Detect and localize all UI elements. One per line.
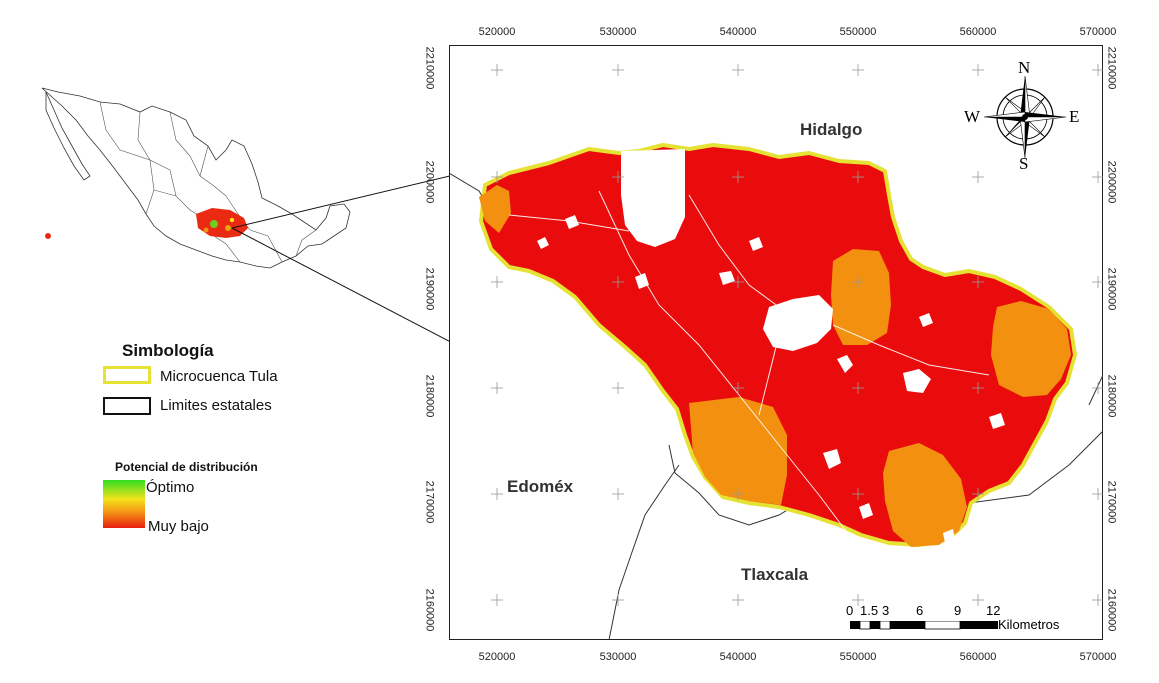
- distribution-legend-title: Potencial de distribución: [115, 460, 258, 474]
- legend-swatch-limites: [103, 397, 151, 415]
- bottom-tick: 570000: [1079, 651, 1117, 663]
- compass-star-icon: [983, 75, 1067, 159]
- left-tick: 2190000: [423, 267, 436, 311]
- state-label-tlaxcala: Tlaxcala: [741, 565, 809, 584]
- bottom-tick: 540000: [719, 651, 757, 663]
- graticule-crosses: [491, 64, 1103, 606]
- state-label-hidalgo: Hidalgo: [800, 120, 863, 139]
- bottom-tick: 560000: [959, 651, 997, 663]
- scale-label: 6: [916, 603, 924, 618]
- compass-west: W: [964, 107, 981, 126]
- top-tick: 570000: [1079, 26, 1117, 38]
- scale-label: 3: [882, 603, 890, 618]
- baja-california-outline: [45, 91, 91, 181]
- scale-label: 1.5: [860, 603, 879, 618]
- right-tick: 2190000: [1105, 267, 1118, 311]
- bottom-tick: 530000: [599, 651, 637, 663]
- compass-north: N: [1018, 58, 1031, 77]
- left-tick: 2170000: [423, 480, 436, 524]
- inset-distribution-patch: [45, 208, 248, 239]
- scale-bar: 0 1.5 3 6 9 12 Kilometros: [840, 603, 1080, 633]
- legend-swatch-microcuenca: [103, 366, 151, 384]
- right-tick: 2200000: [1105, 160, 1118, 204]
- compass-east: E: [1069, 107, 1080, 126]
- top-tick: 560000: [959, 26, 997, 38]
- right-tick: 2210000: [1105, 46, 1118, 90]
- compass-south: S: [1019, 154, 1029, 173]
- top-tick: 550000: [839, 26, 877, 38]
- left-tick: 2180000: [423, 374, 436, 418]
- top-tick: 540000: [719, 26, 757, 38]
- distribution-label-muy-bajo: Muy bajo: [148, 518, 209, 535]
- top-tick: 520000: [478, 26, 516, 38]
- bottom-tick: 520000: [478, 651, 516, 663]
- legend-label-microcuenca: Microcuenca Tula: [160, 368, 278, 385]
- scale-label: 0: [846, 603, 854, 618]
- mexico-outline: [41, 87, 351, 269]
- scale-label: 9: [954, 603, 962, 618]
- right-tick: 2160000: [1105, 588, 1118, 632]
- main-map-graphics: [449, 64, 1103, 640]
- state-label-edomex: Edoméx: [507, 477, 574, 496]
- left-tick: 2200000: [423, 160, 436, 204]
- scale-label: 12: [986, 603, 1001, 618]
- top-tick: 530000: [599, 26, 637, 38]
- legend-label-limites: Limites estatales: [160, 397, 272, 414]
- distribution-gradient-swatch: [103, 480, 145, 528]
- left-tick: 2160000: [423, 588, 436, 632]
- scale-unit: Kilometros: [998, 617, 1060, 632]
- left-tick: 2210000: [423, 46, 436, 90]
- urban-areas: [537, 215, 1005, 543]
- roads: [508, 190, 990, 536]
- right-tick: 2170000: [1105, 480, 1118, 524]
- scale-bar-graphic: [850, 621, 998, 630]
- right-tick: 2180000: [1105, 374, 1118, 418]
- basin-notch-gap: [621, 149, 685, 247]
- legend-title: Simbología: [122, 341, 214, 360]
- bottom-tick: 550000: [839, 651, 877, 663]
- distribution-label-optimo: Óptimo: [146, 479, 195, 496]
- compass-rose: N S E W: [964, 58, 1080, 173]
